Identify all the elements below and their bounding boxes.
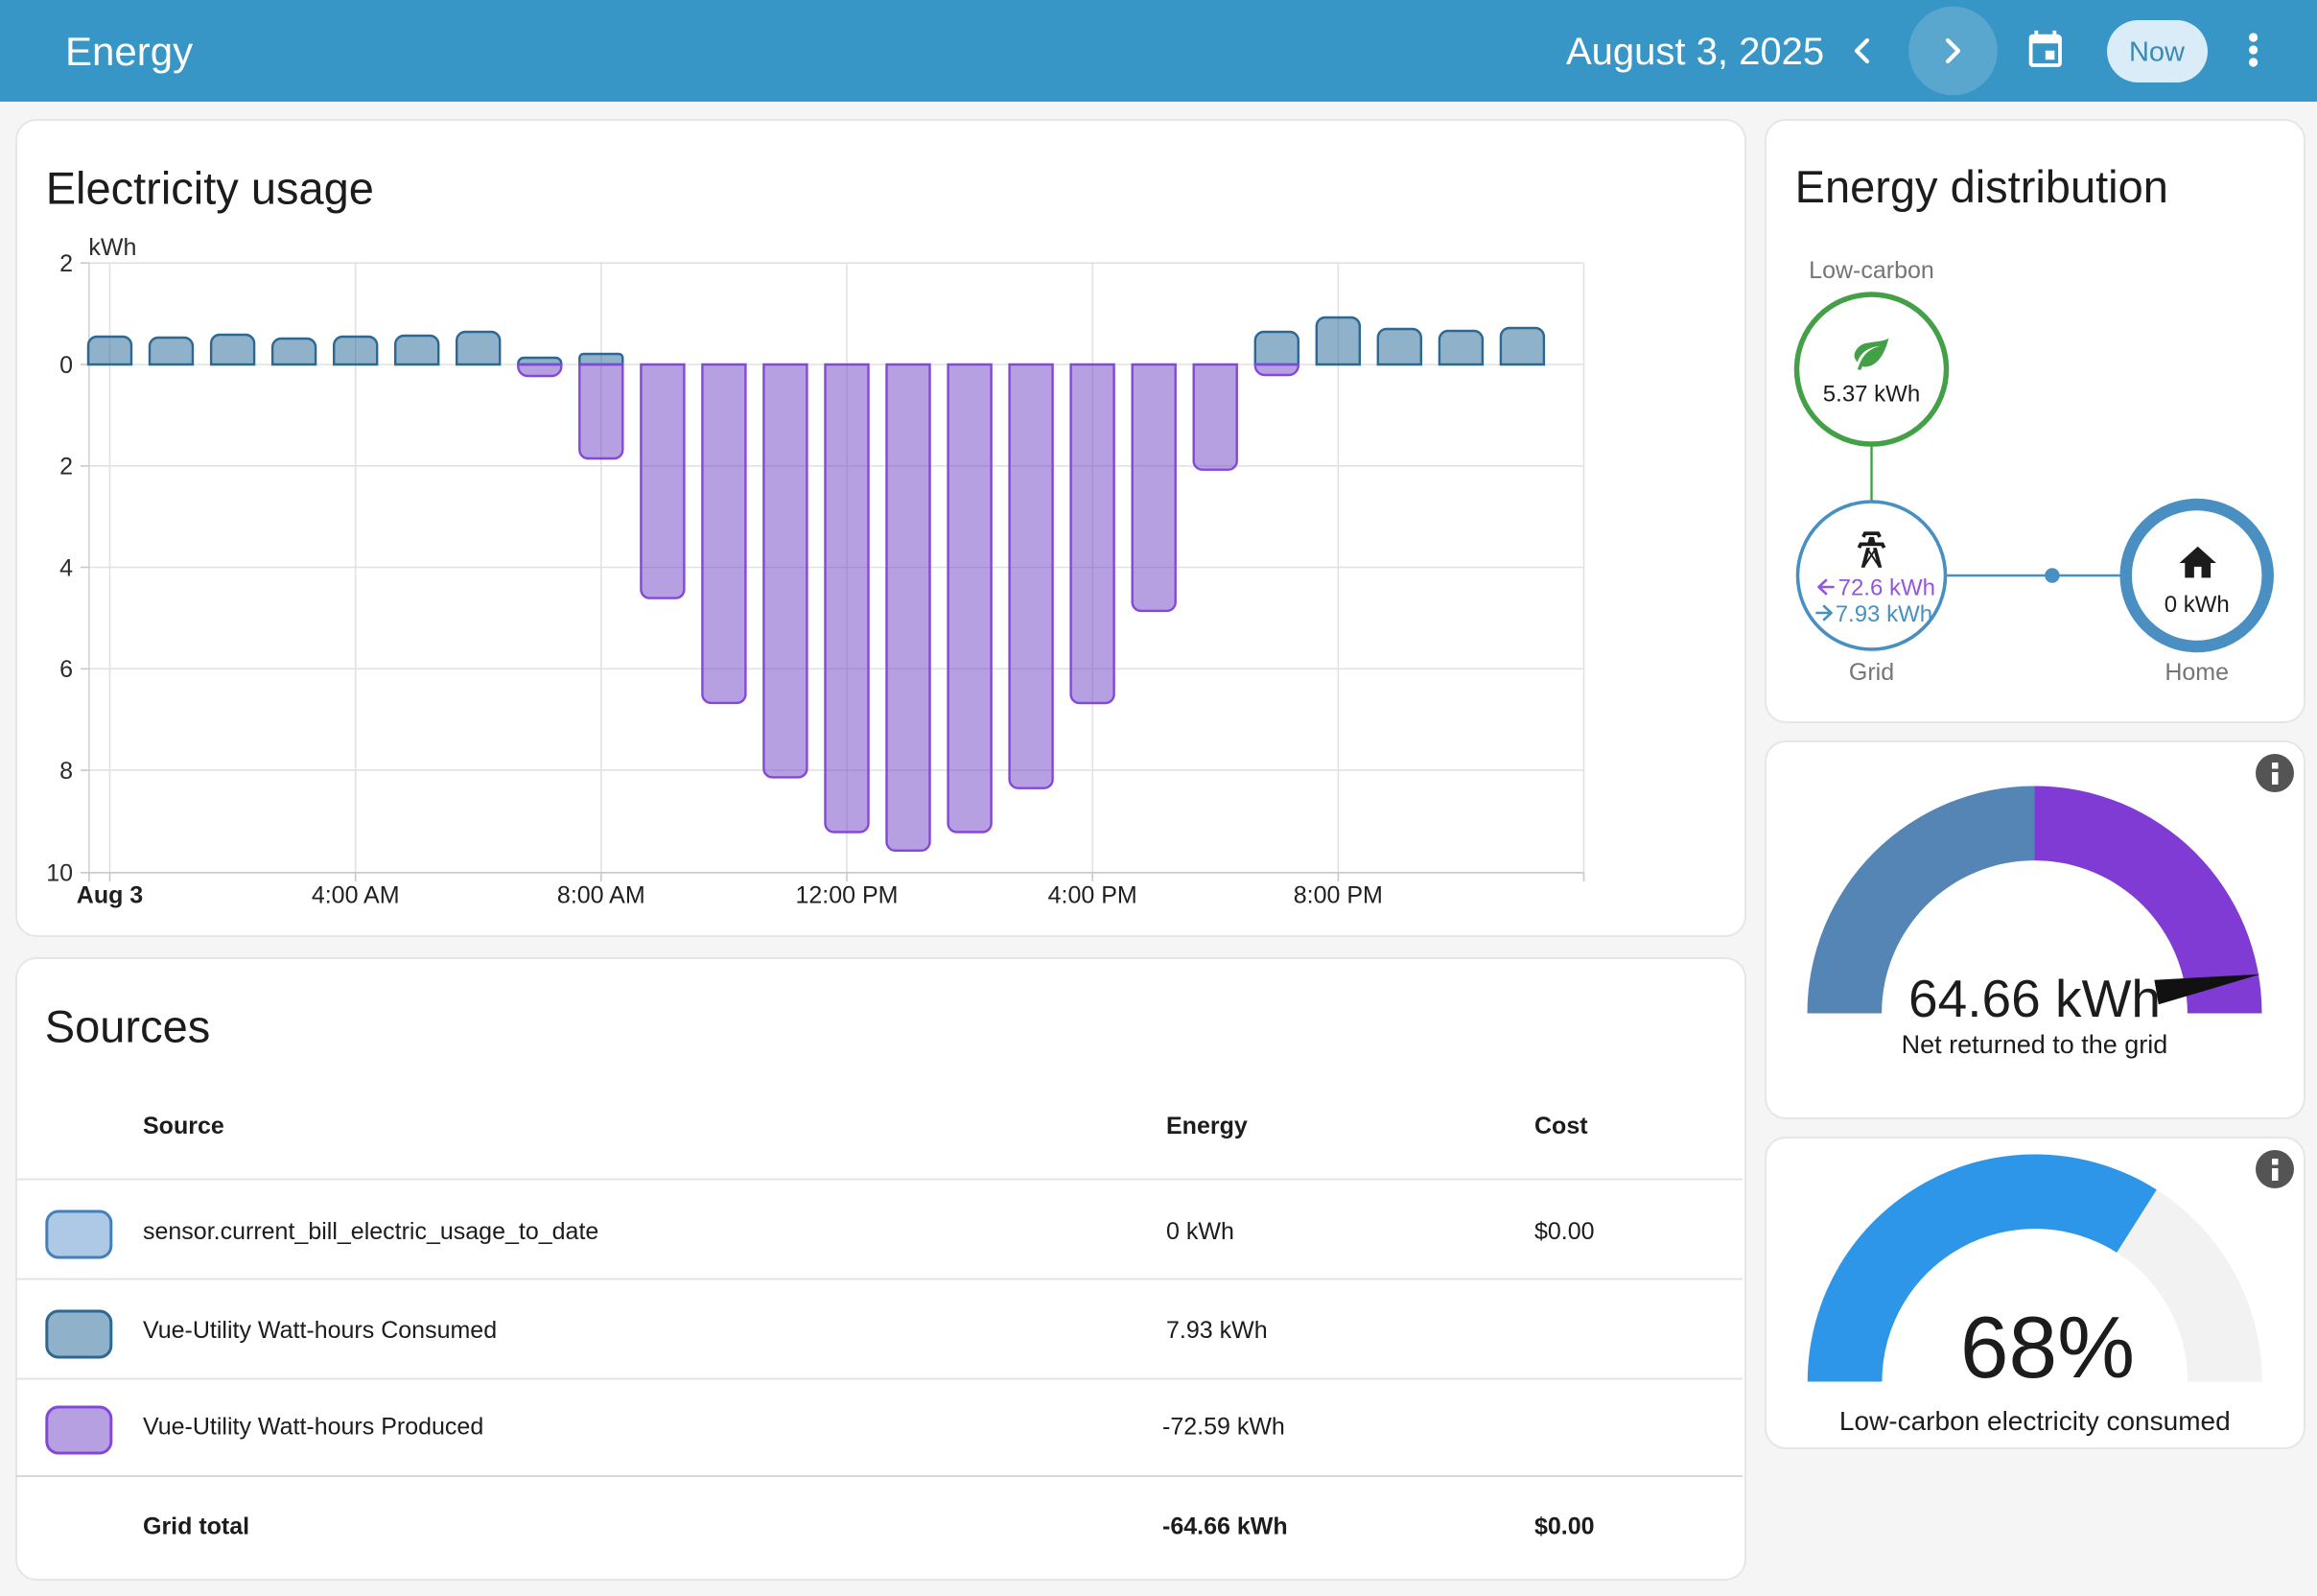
svg-text:0 kWh: 0 kWh — [1166, 1218, 1234, 1245]
svg-text:72.6 kWh: 72.6 kWh — [1838, 575, 1935, 600]
svg-text:7.93 kWh: 7.93 kWh — [1836, 601, 1932, 627]
svg-text:kWh: kWh — [88, 234, 136, 261]
svg-text:68%: 68% — [1960, 1300, 2135, 1396]
svg-text:4:00 PM: 4:00 PM — [1048, 882, 1137, 909]
svg-text:Aug 3: Aug 3 — [77, 882, 143, 909]
svg-text:$0.00: $0.00 — [1534, 1218, 1595, 1245]
svg-text:8:00 PM: 8:00 PM — [1294, 882, 1383, 909]
svg-text:Vue-Utility Watt-hours Consume: Vue-Utility Watt-hours Consumed — [143, 1317, 497, 1344]
svg-text:Home: Home — [2165, 659, 2229, 686]
svg-text:4: 4 — [59, 554, 73, 581]
svg-text:Energy distribution: Energy distribution — [1795, 161, 2168, 212]
svg-text:Grid total: Grid total — [143, 1514, 249, 1540]
svg-text:8:00 AM: 8:00 AM — [557, 882, 645, 909]
svg-text:8: 8 — [59, 758, 73, 785]
svg-text:August 3, 2025: August 3, 2025 — [1566, 31, 1824, 73]
svg-text:Energy: Energy — [1166, 1113, 1248, 1139]
svg-text:Electricity usage: Electricity usage — [46, 162, 374, 213]
svg-text:Now: Now — [2129, 37, 2186, 68]
svg-text:-64.66 kWh: -64.66 kWh — [1162, 1514, 1288, 1540]
svg-text:7.93 kWh: 7.93 kWh — [1166, 1317, 1268, 1344]
svg-text:5.37 kWh: 5.37 kWh — [1823, 382, 1920, 408]
svg-text:Vue-Utility Watt-hours Produce: Vue-Utility Watt-hours Produced — [143, 1414, 483, 1441]
svg-text:2: 2 — [59, 454, 73, 481]
svg-text:Energy: Energy — [65, 29, 193, 74]
svg-text:Low-carbon electricity consume: Low-carbon electricity consumed — [1839, 1406, 2231, 1436]
svg-text:Source: Source — [143, 1113, 224, 1139]
svg-text:-72.59 kWh: -72.59 kWh — [1162, 1414, 1285, 1441]
svg-text:sensor.current_bill_electric_u: sensor.current_bill_electric_usage_to_da… — [143, 1218, 598, 1245]
svg-text:Low-carbon: Low-carbon — [1809, 257, 1934, 284]
svg-text:Cost: Cost — [1534, 1113, 1588, 1139]
svg-text:Grid: Grid — [1849, 659, 1894, 686]
svg-text:0: 0 — [59, 352, 73, 379]
svg-text:0 kWh: 0 kWh — [2165, 592, 2230, 618]
svg-text:12:00 PM: 12:00 PM — [795, 882, 898, 909]
svg-text:Sources: Sources — [45, 1000, 210, 1051]
svg-text:2: 2 — [59, 250, 73, 277]
svg-text:Net returned to the grid: Net returned to the grid — [1902, 1030, 2168, 1059]
svg-text:4:00 AM: 4:00 AM — [312, 882, 400, 909]
svg-text:6: 6 — [59, 656, 73, 683]
svg-text:10: 10 — [46, 860, 73, 887]
svg-text:64.66 kWh: 64.66 kWh — [1908, 969, 2161, 1028]
svg-text:$0.00: $0.00 — [1534, 1514, 1595, 1540]
